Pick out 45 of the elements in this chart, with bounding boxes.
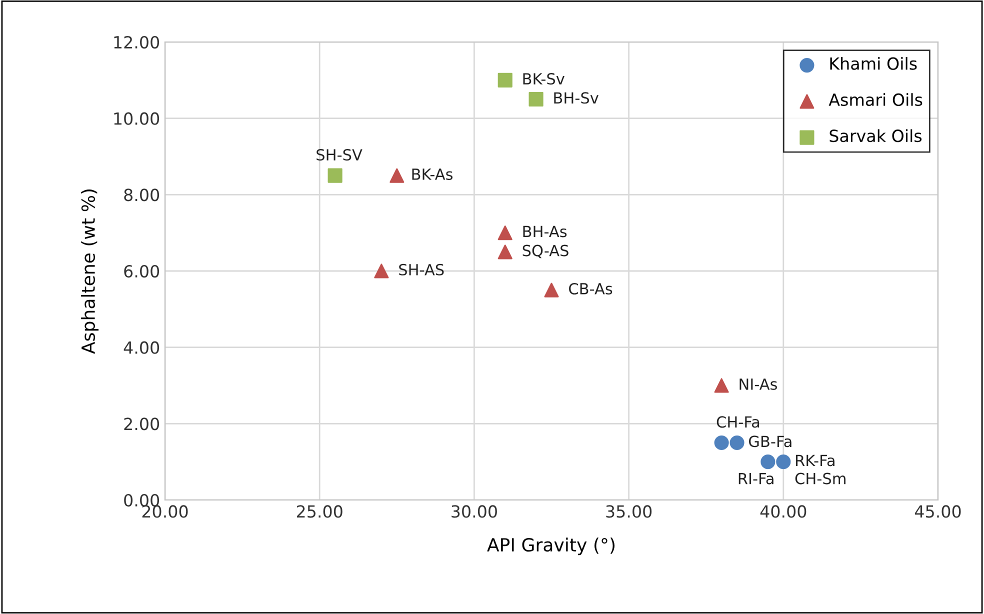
annotation: BK-As xyxy=(412,168,453,180)
legend-label: Asmari Oils xyxy=(828,93,922,106)
x-tick-label: 40.00 xyxy=(760,505,806,518)
point xyxy=(390,168,404,183)
point xyxy=(374,264,389,278)
annotation: BH-Sv xyxy=(554,92,598,104)
annotation: BH-As xyxy=(523,226,567,238)
x-tick-label: 25.00 xyxy=(296,505,342,518)
y-tick-label: 12.00 xyxy=(114,36,160,49)
annotation: SQ-AS xyxy=(522,244,568,258)
y-tick-label: 10.00 xyxy=(114,112,160,125)
x-tick-label: 45.00 xyxy=(914,505,961,518)
point xyxy=(730,435,744,450)
point xyxy=(498,226,512,240)
point xyxy=(328,168,342,183)
y-tick-label: 4.00 xyxy=(124,341,160,354)
x-tick-label: 30.00 xyxy=(452,505,497,518)
annotation: RI-Fa xyxy=(738,472,774,484)
point xyxy=(528,92,544,107)
y-tick-label: 0.00 xyxy=(124,494,160,507)
annotation: SH-AS xyxy=(399,264,444,276)
annotation: BK-Sv xyxy=(523,73,564,85)
x-tick-label: 20.00 xyxy=(142,505,188,518)
point xyxy=(714,435,729,450)
point xyxy=(714,378,729,393)
annotation: SH-SV xyxy=(316,149,362,161)
y-tick-label: 6.00 xyxy=(124,264,160,278)
point xyxy=(760,454,776,470)
annotation: CH-Sm xyxy=(795,472,846,484)
annotation: RK-Fa xyxy=(796,454,834,466)
annotation: CH-Fa xyxy=(716,416,760,428)
y-axis-title: Asphaltene (wt %) xyxy=(81,190,99,354)
x-tick-label: 35.00 xyxy=(606,505,652,518)
annotation: GB-Fa xyxy=(748,436,792,448)
point xyxy=(776,454,791,470)
y-tick-label: 8.00 xyxy=(124,188,160,202)
point xyxy=(498,72,512,88)
point xyxy=(544,282,559,298)
y-tick-label: 2.00 xyxy=(124,418,160,430)
legend-label: Khami Oils xyxy=(830,57,917,70)
x-axis-title: API Gravity (°) xyxy=(487,538,614,556)
legend-label: Sarvak Oils xyxy=(830,129,922,142)
annotation: CB-As xyxy=(569,282,612,295)
annotation: NI-As xyxy=(740,378,777,390)
point xyxy=(498,244,512,260)
